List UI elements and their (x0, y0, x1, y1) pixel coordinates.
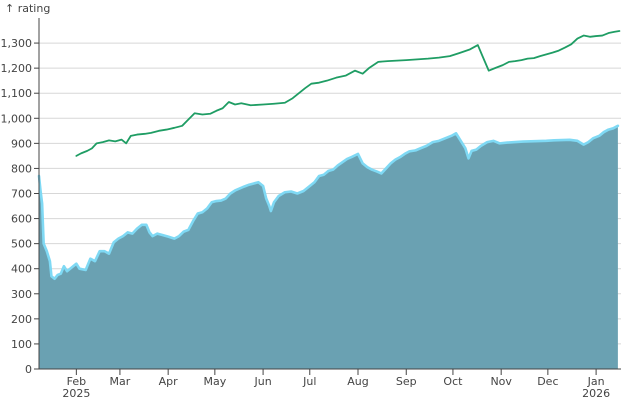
x-tick-label: May (203, 375, 226, 388)
y-tick-label: 1,100 (1, 87, 33, 100)
area-outline (37, 124, 620, 281)
x-tick-label: Aug (347, 375, 368, 388)
x-tick-label: Nov (490, 375, 512, 388)
y-tick-label: 300 (11, 288, 32, 301)
x-tick-label: Dec (537, 375, 558, 388)
y-tick-label: 1,000 (1, 112, 33, 125)
y-tick-label: 400 (11, 263, 32, 276)
y-tick-label: 100 (11, 338, 32, 351)
y-tick-label: 900 (11, 137, 32, 150)
x-tick-label: Sep (396, 375, 417, 388)
y-tick-label: 1,200 (1, 62, 33, 75)
x-tick-year-label: 2026 (582, 387, 610, 400)
y-tick-label: 1,300 (1, 37, 33, 50)
line-series (75, 30, 621, 157)
area-fill (39, 125, 618, 369)
x-tick-label: Oct (443, 375, 463, 388)
y-axis-title: ↑ rating (5, 2, 50, 15)
x-tick-label: Jun (253, 375, 271, 388)
y-tick-label: 600 (11, 213, 32, 226)
x-tick-year-label: 2025 (62, 387, 90, 400)
x-tick-label: Jan (587, 375, 605, 388)
y-tick-label: 500 (11, 238, 32, 251)
x-tick-label: Apr (159, 375, 179, 388)
series-layer (37, 30, 621, 369)
y-tick-label: 700 (11, 188, 32, 201)
x-tick-label: Feb (67, 375, 86, 388)
y-tick-label: 200 (11, 313, 32, 326)
x-tick-label: Jul (302, 375, 316, 388)
x-tick-label: Mar (110, 375, 131, 388)
y-tick-label: 0 (25, 363, 32, 376)
y-tick-label: 800 (11, 162, 32, 175)
axis-layer: 0 100 200 300 400 500 600 700 800 900 1,000 1,100 1,… (1, 18, 621, 400)
